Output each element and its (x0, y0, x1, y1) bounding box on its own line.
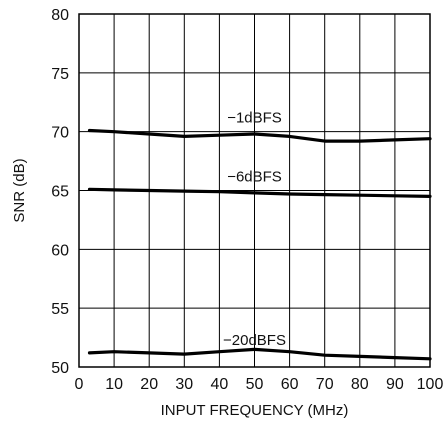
x-tick-label-20: 20 (140, 376, 158, 393)
series-label-2: −6dBFS (227, 168, 282, 185)
series-label-1: −1dBFS (227, 110, 282, 127)
x-tick-label-90: 90 (386, 376, 404, 393)
y-tick-labels: 50 55 60 65 70 75 80 (51, 7, 69, 377)
x-tick-label-70: 70 (316, 376, 334, 393)
x-tick-label-80: 80 (351, 376, 369, 393)
y-tick-label-80: 80 (51, 7, 69, 24)
x-tick-label-60: 60 (281, 376, 299, 393)
x-tick-label-50: 50 (246, 376, 264, 393)
x-axis-label: INPUT FREQUENCY (MHz) (161, 402, 349, 419)
y-axis-label: SNR (dB) (11, 158, 28, 222)
x-tick-label-0: 0 (75, 376, 84, 393)
series-line-1 (87, 128, 432, 143)
y-tick-label-60: 60 (51, 242, 69, 259)
y-tick-label-70: 70 (51, 125, 69, 142)
x-tick-label-40: 40 (211, 376, 229, 393)
series-line-3 (87, 347, 432, 361)
series-line-2 (87, 187, 432, 198)
series-labels: −1dBFS −6dBFS −20dBFS (223, 110, 286, 349)
x-tick-labels: 0 10 20 30 40 50 60 70 80 90 100 (75, 376, 444, 393)
x-tick-label-100: 100 (417, 376, 444, 393)
x-tick-label-10: 10 (105, 376, 123, 393)
plot-frame (78, 13, 431, 368)
x-tick-label-30: 30 (175, 376, 193, 393)
y-tick-label-75: 75 (51, 66, 69, 83)
series-label-3: −20dBFS (223, 332, 286, 349)
y-tick-label-65: 65 (51, 184, 69, 201)
y-tick-label-50: 50 (51, 360, 69, 377)
y-tick-label-55: 55 (51, 301, 69, 318)
series-group (87, 128, 432, 361)
